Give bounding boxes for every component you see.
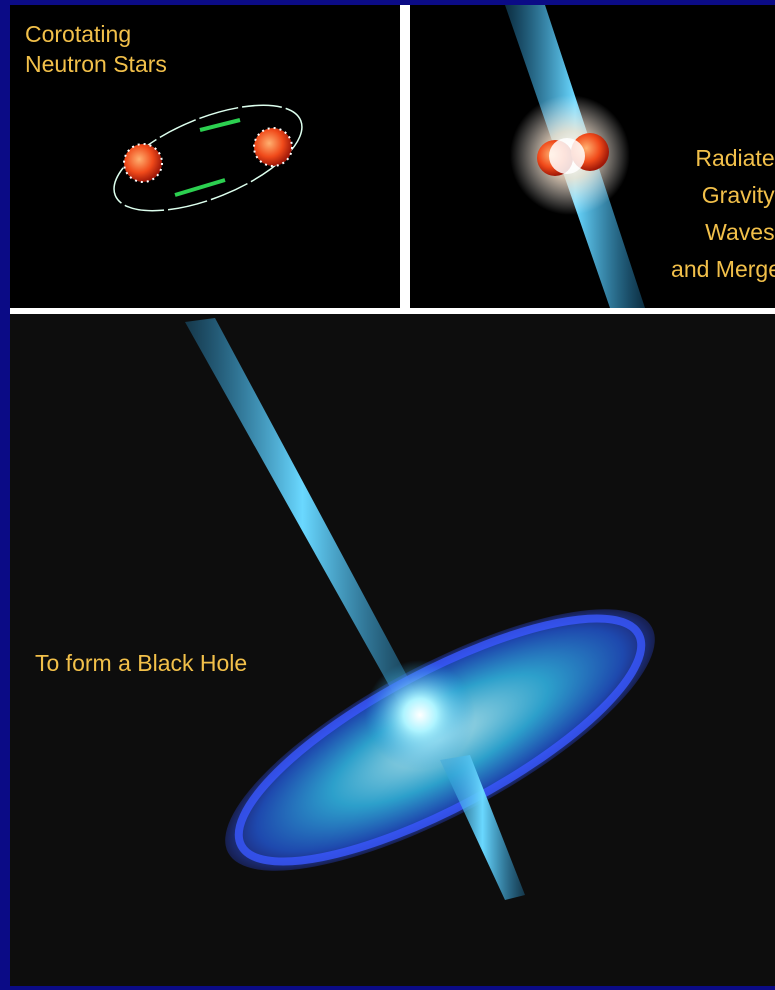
label: Radiate Gravity Waves and Merge: [671, 145, 775, 282]
divider: [400, 5, 410, 308]
arrow: [199, 118, 241, 132]
label-line: Waves: [705, 219, 774, 245]
flash-core: [549, 138, 585, 174]
jet: [185, 318, 420, 705]
arrow: [174, 178, 226, 197]
label-line: Gravity: [702, 182, 775, 208]
panel-black-hole: To form a Black Hole: [10, 314, 775, 986]
label-line: Corotating: [25, 21, 131, 47]
label: To form a Black Hole: [35, 650, 247, 676]
orbit: [113, 104, 303, 212]
panel-corotating: Corotating Neutron Stars: [10, 5, 400, 308]
label-line: and Merge: [671, 256, 775, 282]
jet: [440, 755, 525, 900]
divider: [10, 308, 775, 314]
panel-merge: Radiate Gravity Waves and Merge: [410, 5, 775, 308]
neutron-star: [123, 143, 163, 183]
label: Corotating Neutron Stars: [25, 21, 167, 77]
label-line: Radiate: [695, 145, 774, 171]
label-line: Neutron Stars: [25, 51, 167, 77]
neutron-star: [253, 127, 293, 167]
panel-bg: [10, 5, 400, 308]
core: [365, 660, 475, 770]
